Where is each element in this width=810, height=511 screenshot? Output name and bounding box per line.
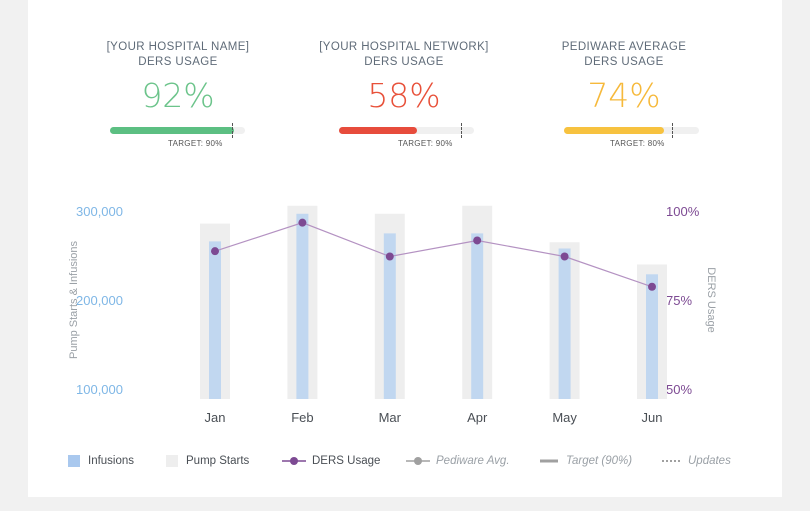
kpi-label-line1: PEDIWARE AVERAGE bbox=[561, 41, 687, 53]
infusions-bar bbox=[209, 241, 221, 399]
thick-line-icon bbox=[540, 459, 558, 463]
y2-tick-label: 50% bbox=[666, 382, 692, 397]
infusions-bar bbox=[558, 248, 571, 399]
legend-label: Updates bbox=[688, 455, 731, 467]
y-axis-title: Pump Starts & Infusions bbox=[68, 241, 80, 359]
chart-legend: Infusions Pump Starts DERS Usage Pediwar… bbox=[68, 453, 762, 469]
kpi-progress-track bbox=[339, 123, 474, 138]
kpi-target-marker bbox=[672, 123, 673, 138]
legend-label: DERS Usage bbox=[312, 455, 381, 467]
kpi-label-line1: [YOUR HOSPITAL NETWORK] bbox=[319, 41, 489, 53]
legend-swatch bbox=[166, 455, 178, 467]
ders-usage-point bbox=[648, 282, 656, 291]
ders-usage-point bbox=[385, 252, 394, 261]
x-tick-label: May bbox=[552, 410, 577, 425]
infusions-bar bbox=[383, 233, 396, 399]
legend-swatch bbox=[68, 455, 80, 467]
y2-axis-title: DERS Usage bbox=[705, 267, 717, 332]
x-tick-label: Apr bbox=[467, 410, 488, 425]
infusions-series bbox=[209, 213, 658, 399]
x-tick-label: Jun bbox=[642, 410, 663, 425]
kpi-pediware-average: PEDIWARE AVERAGE DERS USAGE 74% bbox=[534, 40, 714, 116]
kpi-label-line2: DERS USAGE bbox=[138, 56, 218, 68]
infusions-bar bbox=[646, 274, 658, 399]
line-dot-icon bbox=[406, 457, 430, 465]
infusions-bar bbox=[296, 213, 309, 399]
kpi-label-line1: [YOUR HOSPITAL NAME] bbox=[106, 41, 250, 53]
ders-usage-point bbox=[298, 218, 307, 227]
kpi-progress-track bbox=[110, 123, 245, 138]
kpi-value: 74% bbox=[587, 76, 661, 115]
pump-starts-series bbox=[200, 205, 667, 399]
kpi-target-label: TARGET: 80% bbox=[610, 139, 665, 148]
infusions-bar bbox=[471, 233, 484, 399]
kpi-target-marker bbox=[460, 123, 462, 138]
kpi-network: [YOUR HOSPITAL NETWORK] DERS USAGE 58% bbox=[314, 40, 494, 116]
x-tick-label: Feb bbox=[291, 410, 313, 425]
x-tick-label: Jan bbox=[205, 410, 226, 425]
legend-item-infusions[interactable]: Infusions bbox=[68, 453, 134, 469]
legend-label: Target (90%) bbox=[566, 455, 633, 467]
legend-label: Pediware Avg. bbox=[436, 455, 510, 467]
legend-item-target[interactable]: Target (90%) bbox=[540, 453, 632, 469]
y-tick-label: 100,000 bbox=[76, 382, 123, 397]
kpi-label-line2: DERS USAGE bbox=[584, 56, 664, 68]
dotted-line-icon bbox=[662, 460, 680, 462]
combo-chart: 300,000 200,000 100,000 100% 75% 50% Pum… bbox=[68, 204, 717, 425]
kpi-target-label: TARGET: 90% bbox=[398, 139, 453, 148]
kpi-label-line2: DERS USAGE bbox=[364, 56, 444, 68]
kpi-hospital: [YOUR HOSPITAL NAME] DERS USAGE 92% bbox=[88, 40, 268, 116]
kpi-progress-fill bbox=[110, 127, 235, 134]
legend-label: Infusions bbox=[88, 455, 135, 467]
y2-tick-label: 75% bbox=[666, 293, 692, 308]
legend-label: Pump Starts bbox=[186, 455, 250, 467]
kpi-progress-fill bbox=[339, 127, 418, 134]
y2-tick-label: 100% bbox=[666, 204, 700, 219]
kpi-target-marker bbox=[231, 123, 233, 138]
legend-item-ders-usage[interactable]: DERS Usage bbox=[282, 453, 380, 469]
kpi-value: 92% bbox=[141, 76, 215, 115]
x-tick-label: Mar bbox=[379, 410, 402, 425]
kpi-progress-track bbox=[564, 123, 699, 138]
line-dot-icon bbox=[282, 457, 306, 465]
kpi-value: 58% bbox=[367, 76, 441, 115]
x-axis-labels: Jan Feb Mar Apr May Jun bbox=[205, 410, 663, 425]
ders-usage-point bbox=[473, 236, 482, 245]
legend-item-updates[interactable]: Updates bbox=[662, 453, 731, 469]
kpi-target-label: TARGET: 90% bbox=[168, 139, 223, 148]
legend-item-pump-starts[interactable]: Pump Starts bbox=[166, 453, 249, 469]
dashboard-card: [YOUR HOSPITAL NAME] DERS USAGE 92% TARG… bbox=[28, 0, 782, 497]
kpi-progress-fill bbox=[564, 127, 664, 134]
y-tick-label: 300,000 bbox=[76, 204, 123, 219]
ders-usage-line bbox=[214, 222, 653, 288]
y-tick-label: 200,000 bbox=[76, 293, 123, 308]
ders-usage-series bbox=[211, 218, 656, 291]
ders-usage-point bbox=[560, 252, 569, 261]
ders-usage-point bbox=[211, 247, 219, 256]
legend-item-pediware-avg[interactable]: Pediware Avg. bbox=[406, 453, 510, 469]
